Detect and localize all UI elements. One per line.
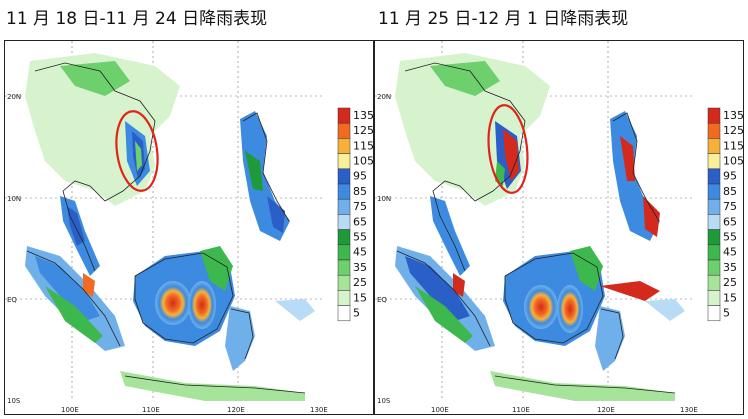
legend-label-45: 45 bbox=[353, 246, 367, 259]
legend-label-125: 125 bbox=[353, 124, 374, 137]
legend-swatch-55 bbox=[707, 229, 721, 246]
legend-swatch-65 bbox=[707, 214, 721, 230]
legend-label-135: 135 bbox=[723, 109, 744, 122]
legend-label-15: 15 bbox=[353, 291, 367, 304]
lon-label-110e: 110E bbox=[512, 406, 530, 414]
highlight-ellipse bbox=[487, 104, 529, 194]
legend-label-75: 75 bbox=[723, 200, 737, 213]
legend-swatch-55 bbox=[337, 229, 351, 246]
highlight-ellipse bbox=[115, 110, 159, 192]
legend-swatch-105 bbox=[707, 153, 721, 170]
legend-label-105: 105 bbox=[353, 155, 374, 168]
legend-swatch-15 bbox=[337, 290, 351, 306]
lat-label-20n: 20N bbox=[377, 93, 391, 101]
panel-title-right: 11 月 25 日-12 月 1 日降雨表现 bbox=[378, 9, 629, 29]
lon-label-110e: 110E bbox=[142, 406, 160, 414]
legend-swatch-15 bbox=[707, 290, 721, 306]
lon-label-100e: 100E bbox=[61, 406, 79, 414]
lat-label-20n: 20N bbox=[7, 93, 21, 101]
legend-swatch-85 bbox=[707, 183, 721, 200]
lat-label-10s: 10S bbox=[377, 397, 391, 405]
legend-swatch-115 bbox=[337, 138, 351, 154]
legend-label-115: 115 bbox=[353, 139, 374, 152]
lat-label-eq: EQ bbox=[377, 296, 387, 304]
legend-label-115: 115 bbox=[723, 139, 744, 152]
legend-label-15: 15 bbox=[723, 291, 737, 304]
legend-swatch-65 bbox=[337, 214, 351, 230]
rainfall-map-right: 20N 10N EQ 10S 100E 110E 120E 130E 135 12… bbox=[375, 41, 744, 414]
lon-label-100e: 100E bbox=[431, 406, 449, 414]
legend-label-85: 85 bbox=[353, 185, 367, 198]
legend-swatch-25 bbox=[707, 274, 721, 291]
legend-label-85: 85 bbox=[723, 185, 737, 198]
lat-label-10s: 10S bbox=[7, 397, 21, 405]
legend-swatch-135 bbox=[707, 107, 721, 124]
legend-label-55: 55 bbox=[353, 231, 367, 244]
legend-label-95: 95 bbox=[353, 170, 367, 183]
legend-swatch-85 bbox=[337, 183, 351, 200]
legend-swatch-5 bbox=[707, 305, 721, 322]
legend-label-35: 35 bbox=[723, 261, 737, 274]
panel-title-left: 11 月 18 日-11 月 24 日降雨表现 bbox=[6, 9, 268, 29]
lon-label-120e: 120E bbox=[597, 406, 615, 414]
legend-swatch-75 bbox=[707, 198, 721, 215]
legend-label-135: 135 bbox=[353, 109, 374, 122]
legend-label-75: 75 bbox=[353, 200, 367, 213]
legend-label-65: 65 bbox=[353, 215, 367, 228]
rainfall-map-panel-left: 20N 10N EQ 10S 100E 110E 120E 130E 135 12… bbox=[4, 40, 374, 415]
legend-swatch-35 bbox=[707, 259, 721, 276]
lon-label-130e: 130E bbox=[680, 406, 698, 414]
legend-label-95: 95 bbox=[723, 170, 737, 183]
legend-label-125: 125 bbox=[723, 124, 744, 137]
legend-label-25: 25 bbox=[723, 276, 737, 289]
legend-label-35: 35 bbox=[353, 261, 367, 274]
legend-label-55: 55 bbox=[723, 231, 737, 244]
legend-swatch-135 bbox=[337, 107, 351, 124]
color-legend-right: 135 125 115 105 95 85 75 65 55 45 35 25 15 5 bbox=[707, 107, 744, 322]
legend-swatch-25 bbox=[337, 274, 351, 291]
legend-swatch-105 bbox=[337, 153, 351, 170]
legend-swatch-75 bbox=[337, 198, 351, 215]
lon-label-130e: 130E bbox=[310, 406, 328, 414]
legend-label-65: 65 bbox=[723, 215, 737, 228]
lat-label-10n: 10N bbox=[7, 195, 21, 203]
lon-label-120e: 120E bbox=[227, 406, 245, 414]
lat-label-eq: EQ bbox=[7, 296, 17, 304]
legend-label-45: 45 bbox=[723, 246, 737, 259]
color-legend-left: 135 125 115 105 95 85 75 65 55 45 35 25 15 5 bbox=[337, 107, 374, 322]
legend-swatch-125 bbox=[337, 122, 351, 139]
legend-swatch-95 bbox=[707, 168, 721, 185]
legend-swatch-95 bbox=[337, 168, 351, 185]
legend-swatch-115 bbox=[707, 138, 721, 154]
legend-label-5: 5 bbox=[723, 307, 730, 320]
legend-label-25: 25 bbox=[353, 276, 367, 289]
legend-label-105: 105 bbox=[723, 155, 744, 168]
lat-label-10n: 10N bbox=[377, 195, 391, 203]
legend-swatch-5 bbox=[337, 305, 351, 322]
rainfall-map-left: 20N 10N EQ 10S 100E 110E 120E 130E 135 12… bbox=[5, 41, 374, 414]
legend-label-5: 5 bbox=[353, 307, 360, 320]
legend-swatch-45 bbox=[337, 244, 351, 261]
legend-swatch-45 bbox=[707, 244, 721, 261]
rainfall-map-panel-right: 20N 10N EQ 10S 100E 110E 120E 130E 135 12… bbox=[374, 40, 744, 415]
legend-swatch-35 bbox=[337, 259, 351, 276]
legend-swatch-125 bbox=[707, 122, 721, 139]
